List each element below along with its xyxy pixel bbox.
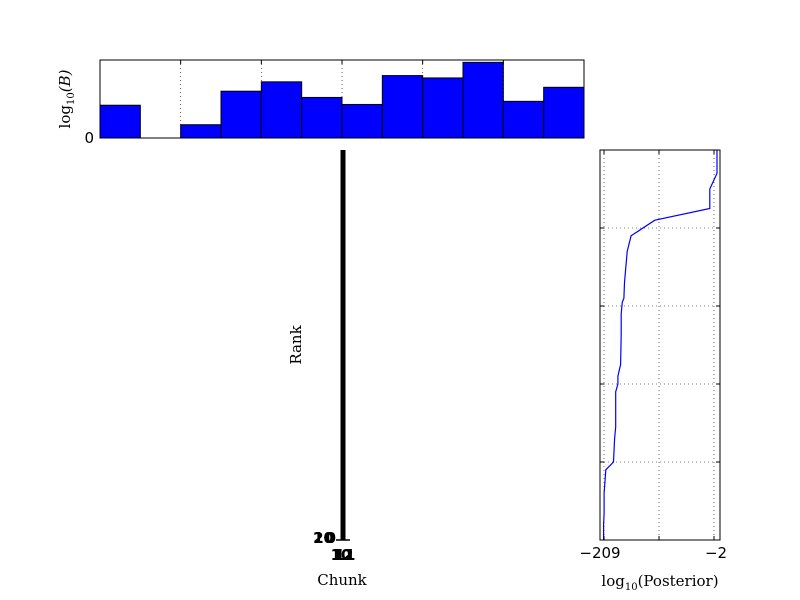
histogram-bar: [220, 90, 262, 139]
top-ylabel: log10(B): [56, 69, 77, 128]
main-xtick-label-3: 11: [335, 546, 356, 564]
histogram-bar: [543, 86, 585, 139]
histogram-bar: [381, 75, 424, 139]
right-axes-frame: [599, 149, 721, 541]
histogram-bar: [341, 103, 383, 139]
main-xtick-label-2: 10: [331, 546, 352, 564]
right-xtick-label-right: −2: [705, 544, 727, 562]
main-xlabel: Chunk: [317, 571, 367, 589]
top-ytick-label: 0: [84, 129, 94, 147]
right-xlabel: log10(Posterior): [601, 572, 718, 593]
main-xtick-label-1: 12: [333, 546, 354, 564]
top-ticks: [99, 60, 585, 139]
right-gridlines: [600, 150, 720, 540]
right-xtick-label-left: −209: [579, 544, 620, 562]
main-ytick-label-3: 0: [326, 529, 336, 547]
histogram-bar: [180, 124, 222, 139]
histogram-bar: [260, 81, 303, 139]
right-ticks: [600, 149, 720, 541]
main-panel: 20 10 0 12 10 11 Chunk Rank: [287, 150, 368, 589]
main-ytick-label-1: 20: [313, 529, 334, 547]
top-bars: [99, 61, 585, 139]
posterior-line: [603, 150, 718, 540]
main-ylabel: Rank: [287, 324, 305, 364]
histogram-bar: [301, 96, 343, 139]
histogram-bar: [502, 100, 545, 139]
main-ytick-label-2: 10: [313, 529, 334, 547]
histogram-bar: [462, 61, 504, 139]
histogram-bar: [99, 104, 141, 139]
histogram-bar: [422, 77, 464, 139]
right-posterior-panel: −209 −2 log10(Posterior): [579, 149, 727, 593]
top-histogram: 0 log10(B): [56, 59, 585, 147]
